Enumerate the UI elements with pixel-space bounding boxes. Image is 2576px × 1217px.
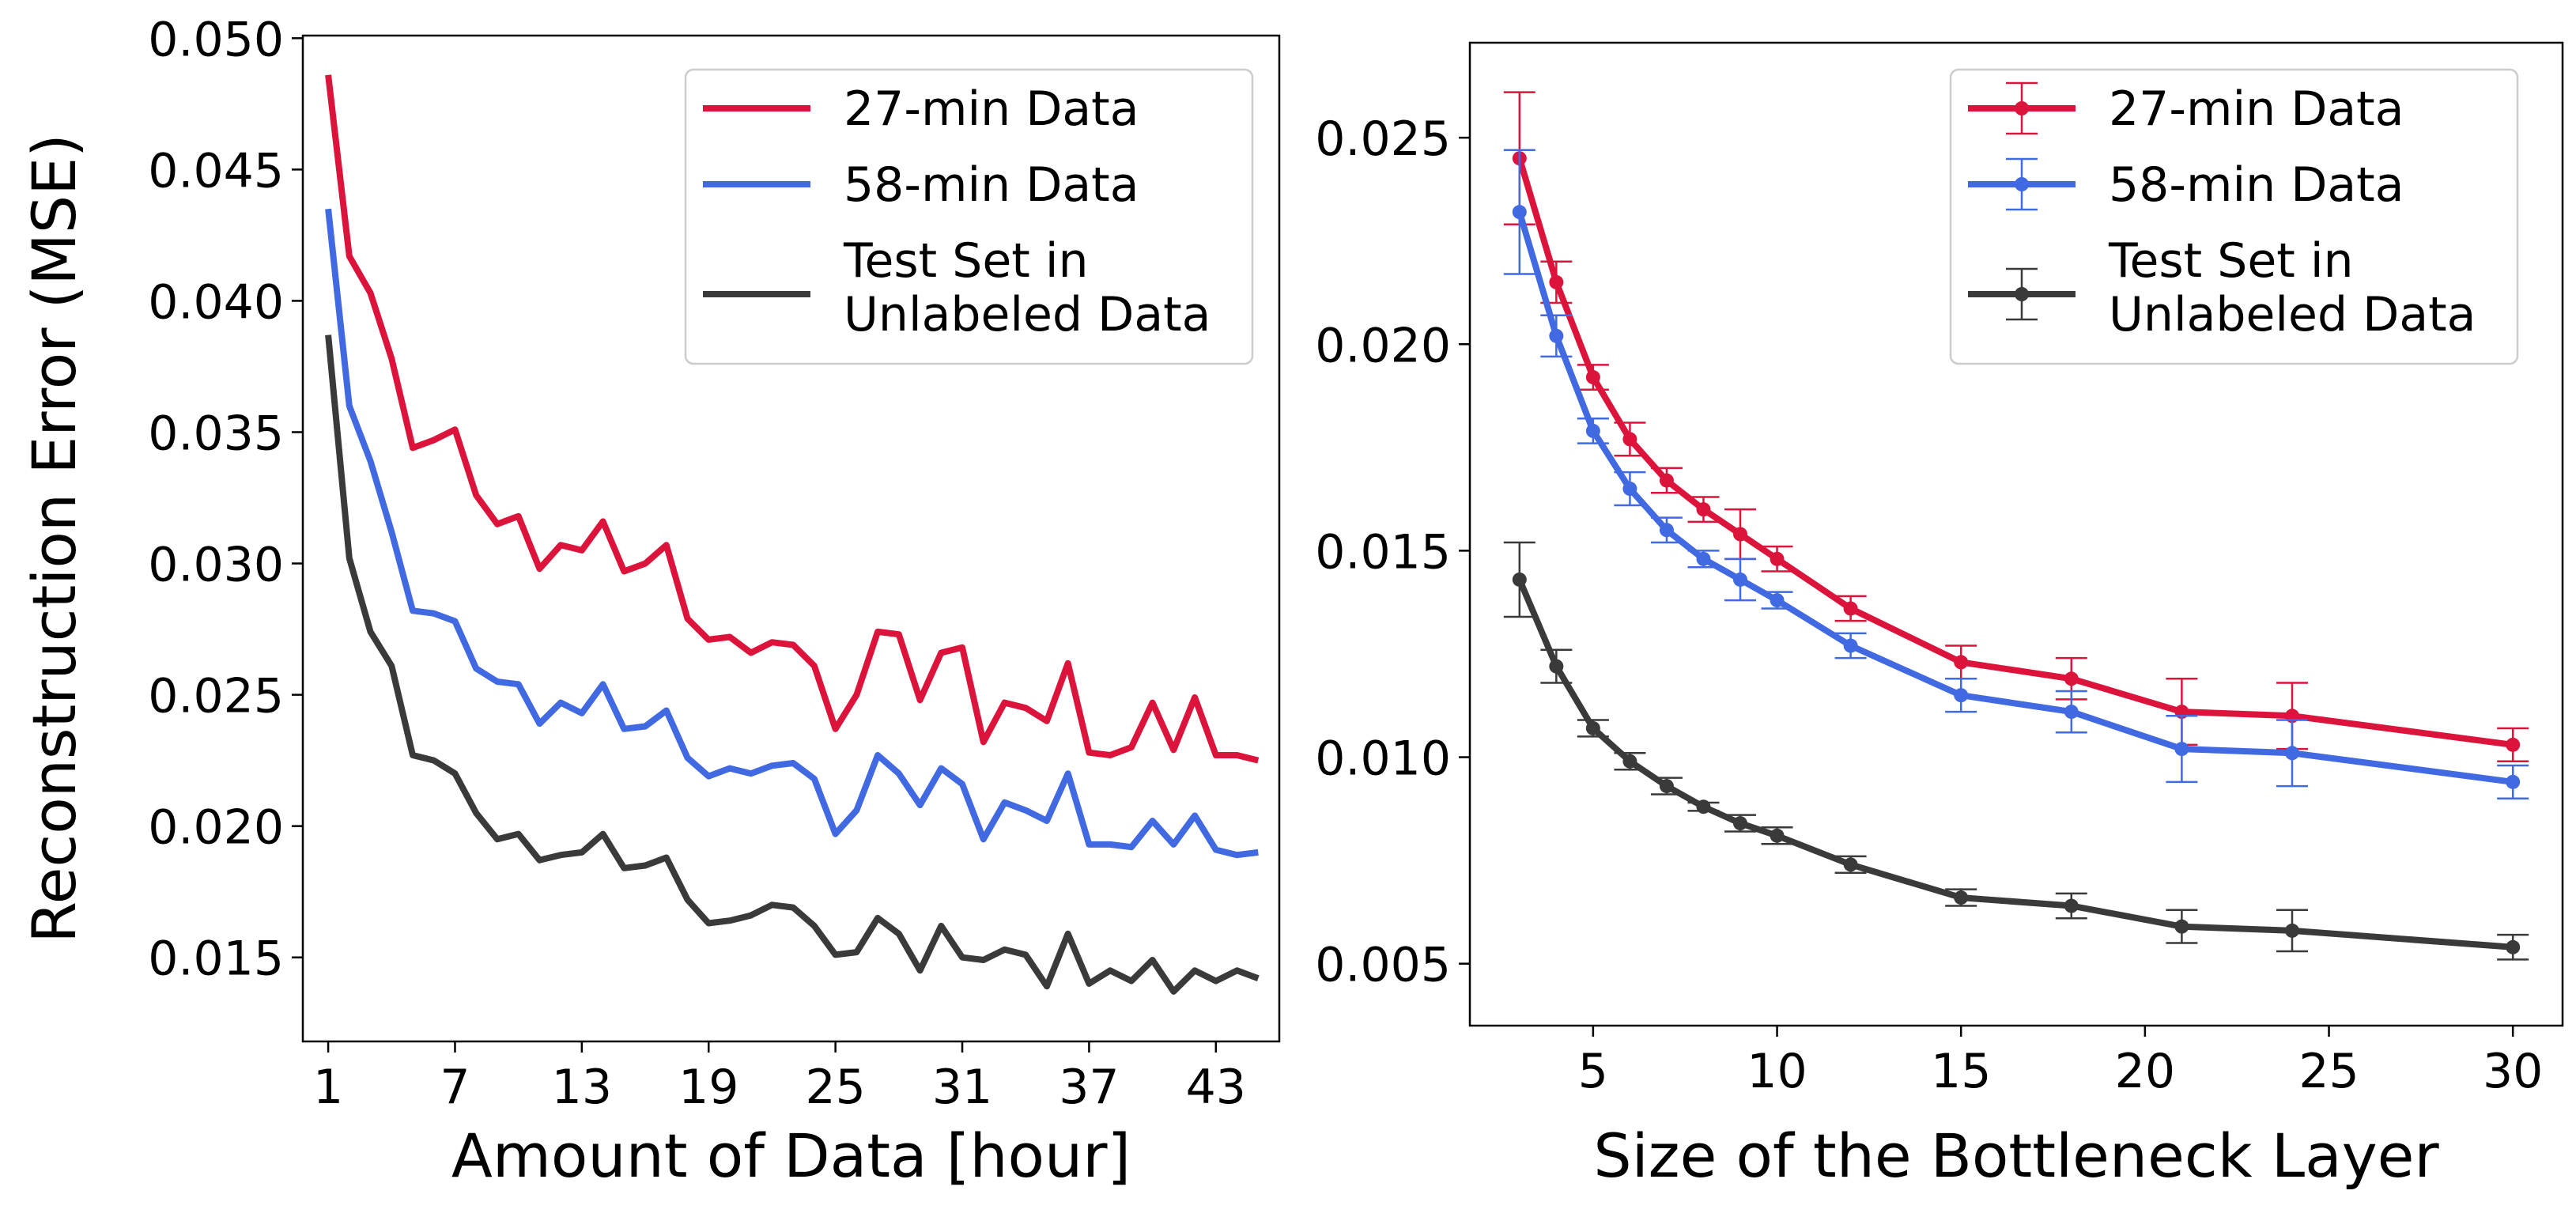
data-point — [1954, 688, 1969, 703]
y-tick-label: 0.030 — [148, 538, 284, 593]
data-point — [2174, 742, 2189, 757]
x-tick-label: 5 — [1578, 1044, 1608, 1099]
y-tick-label: 0.020 — [1315, 318, 1451, 373]
data-point — [1512, 572, 1527, 587]
x-tick-label: 43 — [1186, 1060, 1246, 1115]
legend: 27-min Data 58-min Data Test Set in Unlabel… — [1949, 68, 2519, 365]
legend-label: 27-min Data — [2109, 81, 2404, 137]
data-point — [1585, 720, 1600, 735]
data-point — [1733, 527, 1748, 542]
data-point — [2174, 919, 2189, 934]
x-tick-label: 25 — [2298, 1044, 2359, 1099]
data-point — [2064, 898, 2079, 913]
y-tick-label: 0.015 — [1315, 524, 1451, 580]
series-line — [325, 334, 1260, 995]
chart-panel-1: 1 7 13 19 25 31 37 43 0.015 0.020 0.025 0.030 0.035 0… — [19, 12, 1281, 1191]
data-point — [1512, 205, 1527, 220]
data-point — [1733, 572, 1748, 587]
data-point — [1659, 523, 1674, 538]
legend-marker — [2015, 287, 2029, 301]
data-point — [1843, 601, 1858, 616]
x-tick-label: 30 — [2483, 1044, 2543, 1099]
data-point — [1843, 857, 1858, 872]
data-point — [1954, 655, 1969, 670]
data-point — [1696, 502, 1711, 517]
y-axis-label: Reconstruction Error (MSE) — [19, 134, 89, 943]
y-tick-label: 0.015 — [148, 932, 284, 987]
data-point — [2284, 923, 2299, 938]
x-tick-label: 31 — [932, 1060, 992, 1115]
data-point — [2506, 737, 2521, 752]
legend-label: 58-min Data — [2109, 157, 2404, 213]
legend: 27-min Data 58-min Data Test Set in Unlabel… — [684, 68, 1254, 365]
legend-marker — [2015, 177, 2029, 191]
data-point — [1770, 593, 1785, 608]
x-tick-label: 37 — [1059, 1060, 1119, 1115]
series-line — [325, 74, 1260, 764]
x-tick-label: 15 — [1931, 1044, 1991, 1099]
legend-label: 58-min Data — [844, 157, 1139, 213]
x-tick-label: 25 — [805, 1060, 865, 1115]
legend-label: Test Set in Unlabeled Data — [2108, 233, 2476, 342]
data-point — [1585, 423, 1600, 438]
legend-box — [1949, 68, 2519, 365]
chart-panel-2: 5 10 15 20 25 30 0.005 0.010 0.015 0.020 0.025 Size… — [1315, 41, 2564, 1191]
series-3 — [325, 334, 1260, 995]
data-point — [2284, 746, 2299, 761]
data-point — [1733, 816, 1748, 831]
data-point — [1549, 328, 1564, 343]
series-line — [325, 208, 1259, 859]
data-point — [2064, 671, 2079, 686]
data-point — [1696, 551, 1711, 566]
data-point — [2506, 939, 2521, 954]
series-3 — [1503, 541, 2529, 961]
data-point — [1622, 754, 1637, 769]
plot-frame — [1468, 41, 2564, 1027]
data-point — [1770, 828, 1785, 843]
x-tick-label: 19 — [678, 1060, 738, 1115]
y-tick-label: 0.045 — [148, 143, 284, 198]
legend-label: 27-min Data — [844, 81, 1139, 137]
x-axis-label: Amount of Data [hour] — [451, 1121, 1131, 1191]
y-tick-label: 0.035 — [148, 406, 284, 461]
data-point — [1549, 274, 1564, 289]
series-line — [1516, 210, 2514, 785]
data-point — [1549, 659, 1564, 674]
data-point — [1622, 482, 1637, 497]
y-tick-label: 0.005 — [1315, 938, 1451, 993]
data-point — [1659, 779, 1674, 794]
y-tick-label: 0.050 — [148, 12, 284, 67]
x-tick-label: 10 — [1747, 1044, 1807, 1099]
series-1 — [1503, 91, 2529, 762]
x-tick-label: 20 — [2115, 1044, 2175, 1099]
x-tick-label: 13 — [552, 1060, 612, 1115]
data-point — [1770, 551, 1785, 566]
legend-box — [684, 68, 1254, 365]
data-point — [1954, 890, 1969, 905]
y-tick-label: 0.020 — [148, 800, 284, 856]
series-2 — [325, 208, 1259, 859]
y-tick-label: 0.010 — [1315, 731, 1451, 787]
data-point — [2506, 774, 2521, 789]
y-tick-label: 0.025 — [1315, 111, 1451, 167]
x-axis-label: Size of the Bottleneck Layer — [1593, 1121, 2439, 1191]
y-tick-label: 0.025 — [148, 669, 284, 724]
series-1 — [325, 74, 1260, 764]
data-point — [1843, 638, 1858, 653]
x-tick-label: 1 — [313, 1060, 343, 1115]
legend-marker — [2015, 101, 2029, 115]
y-tick-label: 0.040 — [148, 274, 284, 330]
series-2 — [1503, 149, 2529, 800]
series-line — [1516, 157, 2514, 748]
data-point — [1585, 370, 1600, 385]
x-tick-label: 7 — [440, 1060, 470, 1115]
data-point — [2064, 705, 2079, 720]
data-point — [1659, 473, 1674, 488]
data-point — [1622, 432, 1637, 447]
plot-frame — [301, 34, 1281, 1043]
data-point — [1696, 799, 1711, 814]
series-line — [1517, 578, 2514, 951]
legend-label: Test Set in Unlabeled Data — [843, 233, 1211, 342]
